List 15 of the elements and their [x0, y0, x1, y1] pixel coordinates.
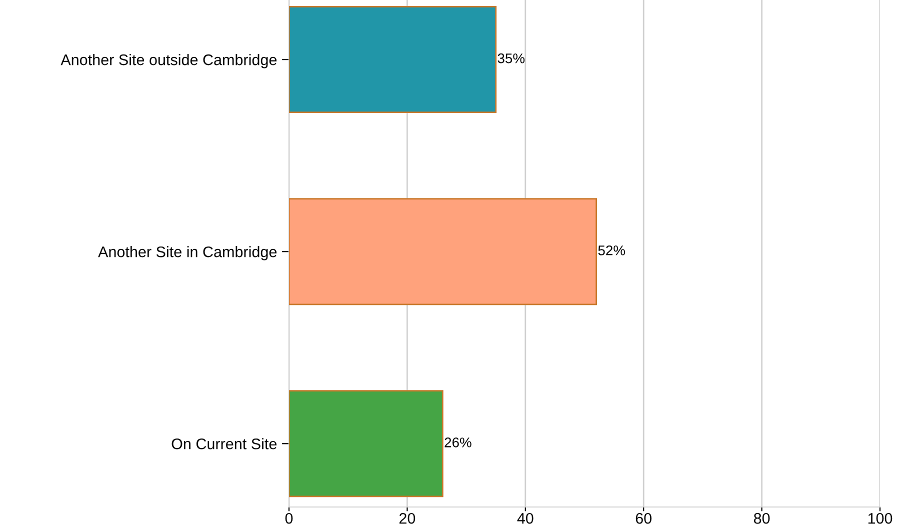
bar	[289, 198, 598, 306]
data-label: 35%	[498, 53, 525, 64]
x-tick-label: 80	[754, 512, 770, 524]
x-tick-label: 20	[399, 512, 416, 524]
data-label: 52%	[598, 245, 626, 256]
y-tick-label: Another Site outside Cambridge	[60, 54, 277, 68]
x-tick-label: 40	[517, 512, 534, 524]
data-label: 26%	[444, 438, 472, 448]
y-tick-label: Another Site in Cambridge	[98, 246, 277, 260]
bar	[289, 6, 497, 114]
x-tick-label: 100	[868, 512, 892, 524]
bar	[289, 390, 444, 498]
y-tick-label: On Current Site	[172, 438, 277, 450]
x-tick-label: 60	[636, 512, 652, 524]
x-tick-label: 0	[285, 512, 293, 524]
